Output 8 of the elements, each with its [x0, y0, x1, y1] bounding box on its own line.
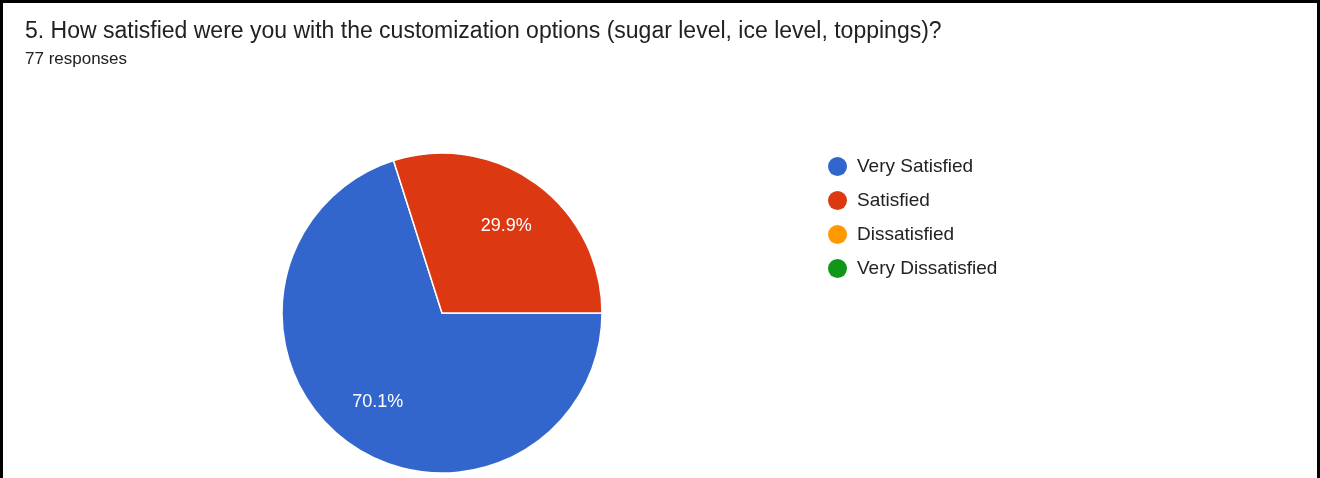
legend-label: Very Dissatisfied [857, 257, 998, 279]
data-label: 70.1% [352, 390, 404, 411]
chart-title: 5. How satisfied were you with the customization options (sugar level, ice level, toppings)? [25, 17, 942, 44]
legend-label: Satisfied [857, 189, 930, 211]
legend-label: Very Satisfied [857, 155, 974, 177]
data-label: 29.9% [480, 215, 532, 236]
legend-label: Dissatisfied [857, 223, 955, 245]
text: 77 responses [25, 49, 128, 69]
